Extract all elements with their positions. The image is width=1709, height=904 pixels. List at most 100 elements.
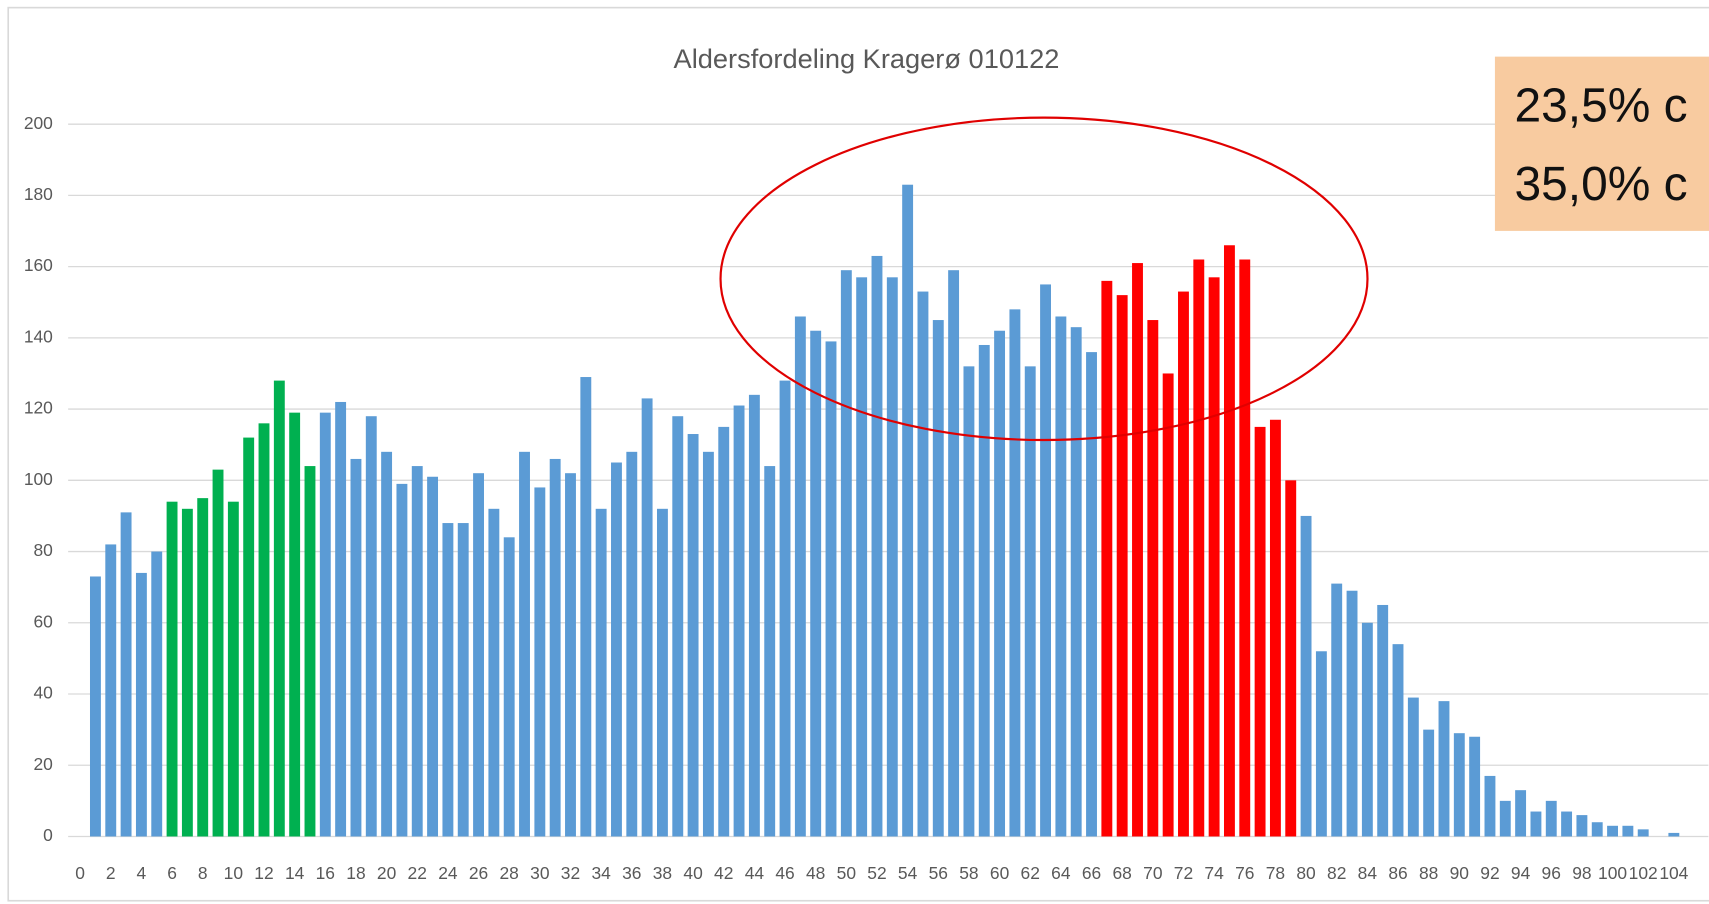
x-tick-label: 104: [1659, 863, 1688, 883]
bar: [1591, 822, 1603, 837]
bar: [335, 401, 347, 837]
bar: [365, 416, 377, 837]
x-tick-label: 44: [745, 863, 765, 883]
bar: [978, 344, 990, 837]
bar: [1223, 245, 1235, 837]
bar: [1315, 651, 1327, 837]
bar: [289, 412, 301, 837]
bar: [120, 512, 132, 837]
bar: [580, 377, 592, 837]
x-tick-label: 94: [1511, 863, 1531, 883]
x-tick-label: 58: [959, 863, 978, 883]
bar: [1484, 775, 1496, 837]
x-tick-label: 88: [1419, 863, 1438, 883]
bar: [1116, 295, 1128, 837]
bar: [227, 501, 239, 837]
bar: [442, 523, 454, 837]
x-tick-label: 18: [346, 863, 365, 883]
y-tick-label: 0: [43, 825, 53, 845]
x-tick-label: 68: [1112, 863, 1131, 883]
annotation: 23,5% c: [1515, 80, 1688, 133]
x-tick-label: 12: [254, 863, 273, 883]
bar: [319, 412, 331, 837]
x-tick-label: 48: [806, 863, 825, 883]
bar: [1576, 815, 1588, 837]
y-tick-label: 200: [24, 113, 53, 133]
x-tick-label: 78: [1266, 863, 1285, 883]
x-tick-label: 64: [1051, 863, 1071, 883]
bar: [1331, 583, 1343, 837]
bar: [1070, 327, 1082, 837]
x-tick-label: 102: [1629, 863, 1658, 883]
bar: [687, 434, 699, 837]
x-tick-label: 4: [137, 863, 147, 883]
y-tick-label: 120: [24, 398, 53, 418]
bar: [503, 537, 515, 837]
bar: [794, 316, 806, 837]
bar: [166, 501, 178, 837]
bar: [656, 508, 668, 837]
bar: [626, 451, 638, 837]
bar: [1469, 736, 1481, 837]
bar: [1668, 832, 1680, 837]
x-tick-label: 0: [75, 863, 85, 883]
bar: [1132, 263, 1143, 837]
bar: [273, 380, 285, 837]
bar: [1453, 733, 1465, 837]
bar: [473, 473, 484, 837]
bar: [1607, 825, 1618, 837]
bar: [672, 416, 684, 837]
x-tick-label: 8: [198, 863, 208, 883]
x-tick-label: 76: [1235, 863, 1254, 883]
x-tick-label: 66: [1082, 863, 1101, 883]
x-tick-label: 82: [1327, 863, 1346, 883]
x-tick-label: 42: [714, 863, 733, 883]
bar: [519, 451, 530, 837]
bar: [611, 462, 622, 837]
x-tick-label: 74: [1204, 863, 1224, 883]
bar: [1101, 280, 1113, 837]
bar: [856, 277, 868, 837]
x-tick-label: 60: [990, 863, 1009, 883]
bar: [886, 277, 898, 837]
x-tick-label: 90: [1450, 863, 1469, 883]
bar: [917, 291, 929, 837]
bar: [748, 394, 760, 837]
bar: [258, 423, 270, 837]
bar: [1254, 426, 1266, 837]
bar: [1300, 515, 1312, 837]
bar: [779, 380, 791, 837]
bar: [948, 270, 960, 837]
bar: [1545, 800, 1557, 837]
bar: [1407, 697, 1419, 837]
bar: [810, 330, 822, 837]
bar: [1147, 320, 1159, 837]
bar: [932, 320, 944, 837]
bar: [733, 405, 745, 837]
bar: [595, 508, 607, 837]
y-tick-label: 80: [34, 540, 53, 560]
bar: [243, 437, 255, 837]
annotation: 35,0% c: [1515, 158, 1688, 211]
bar: [840, 270, 852, 837]
y-tick-label: 100: [24, 469, 53, 489]
x-tick-label: 26: [469, 863, 488, 883]
chart-title: Aldersfordeling Kragerø 010122: [674, 43, 1060, 74]
bar: [1178, 291, 1189, 837]
bar: [105, 544, 117, 837]
x-tick-label: 62: [1021, 863, 1040, 883]
x-tick-label: 34: [591, 863, 611, 883]
bar: [902, 184, 914, 837]
x-tick-label: 24: [438, 863, 458, 883]
x-tick-label: 22: [408, 863, 427, 883]
x-tick-label: 10: [224, 863, 243, 883]
x-tick-label: 20: [377, 863, 396, 883]
x-tick-label: 50: [837, 863, 856, 883]
bar: [1040, 284, 1051, 837]
bar: [825, 341, 837, 837]
bar: [135, 572, 147, 837]
bar: [994, 330, 1006, 837]
x-tick-label: 56: [929, 863, 948, 883]
